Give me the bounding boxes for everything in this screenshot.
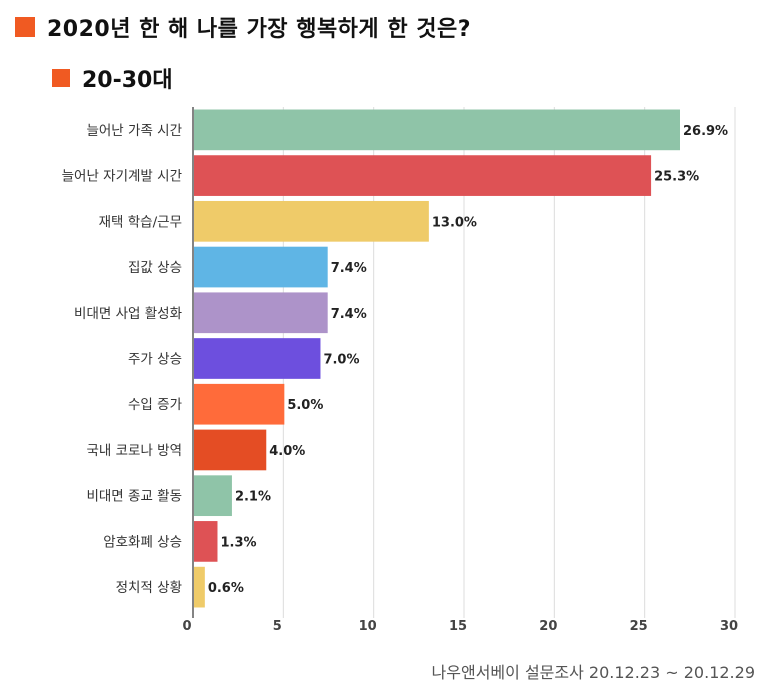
subtitle-row: 20-30대 [52,62,173,94]
x-tick-label: 25 [630,619,648,634]
data-label: 4.0% [269,444,305,459]
category-label: 정치적 상황 [116,580,182,596]
data-label: 0.6% [208,581,244,596]
bar [194,429,267,471]
data-label: 1.3% [220,535,256,550]
x-tick-label: 30 [720,619,738,634]
category-label: 암호화폐 상승 [103,534,182,550]
x-tick-label: 15 [449,619,467,634]
bar [194,338,321,379]
data-label: 5.0% [287,398,323,413]
category-label: 재택 학습/근무 [99,214,182,230]
chart-subtitle: 20-30대 [82,68,173,93]
category-label: 늘어난 자기계발 시간 [62,169,182,185]
x-tick-label: 20 [539,619,557,634]
bar [194,521,218,562]
category-label: 국내 코로나 방역 [86,443,182,459]
data-label: 26.9% [683,124,728,139]
category-label: 수입 증가 [128,397,182,413]
bar [194,383,285,425]
data-label: 7.4% [331,307,367,322]
category-label: 비대면 사업 활성화 [74,306,182,322]
bar [194,246,328,288]
bar [194,109,680,151]
title-row: 2020년 한 해 나를 가장 행복하게 한 것은? [15,11,471,43]
bar [194,292,328,334]
bar [194,475,232,517]
source-note: 나우앤서베이 설문조사 20.12.23 ~ 20.12.29 [431,663,755,682]
category-label: 집값 상승 [128,260,182,276]
data-label: 25.3% [654,170,699,185]
chart-title: 2020년 한 해 나를 가장 행복하게 한 것은? [47,17,471,42]
title-square-icon [15,17,35,37]
category-label: 비대면 종교 활동 [86,489,182,505]
category-label: 주가 상승 [128,352,182,368]
bar [194,566,205,608]
x-tick-label: 5 [273,619,282,634]
data-label: 13.0% [432,215,477,230]
data-label: 7.4% [331,261,367,276]
data-label: 7.0% [323,353,359,368]
x-tick-label: 0 [182,619,191,634]
bar [194,200,429,242]
category-label: 늘어난 가족 시간 [86,123,182,139]
bar [194,155,652,196]
data-label: 2.1% [235,490,271,505]
x-tick-label: 10 [359,619,377,634]
subtitle-square-icon [52,69,70,87]
